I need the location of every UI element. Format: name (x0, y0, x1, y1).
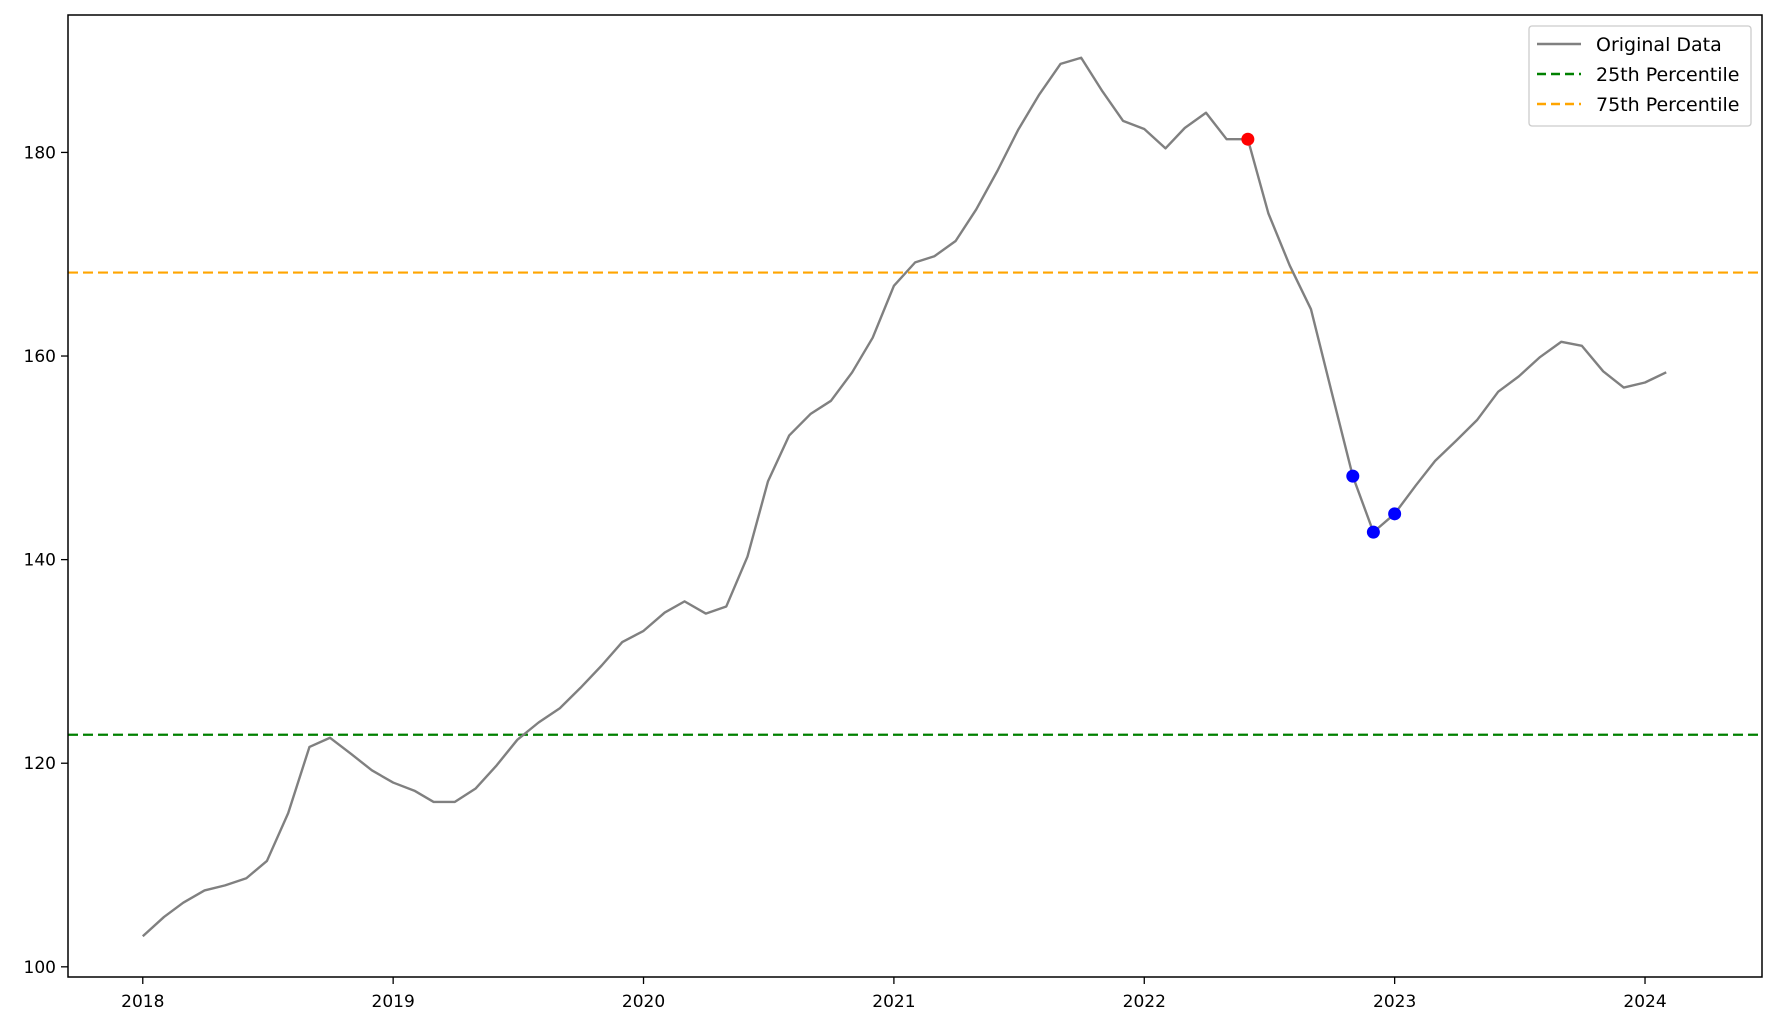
legend-label-1: Original Data (1596, 34, 1722, 56)
series-line-original-data (141, 56, 1667, 938)
highlighted-points (1241, 132, 1402, 539)
x-tick-label: 2021 (872, 992, 915, 1012)
x-tick-label: 2023 (1373, 992, 1416, 1012)
highlight-point-1 (1241, 132, 1255, 146)
legend: Original Data 25th Percentile 75th Percent… (1528, 25, 1752, 127)
legend-box (1528, 25, 1752, 127)
highlight-point-3 (1366, 525, 1380, 539)
y-tick-label: 160 (24, 347, 56, 367)
y-tick-label: 180 (24, 143, 56, 163)
y-tick-label: 100 (24, 958, 56, 978)
x-tick-label: 2020 (622, 992, 665, 1012)
legend-label-3: 75th Percentile (1596, 94, 1739, 116)
x-tick-label: 2019 (372, 992, 415, 1012)
x-tick-label: 2024 (1623, 992, 1666, 1012)
plot-area-frame (67, 14, 1763, 978)
y-tick-label: 120 (24, 754, 56, 774)
series-group (141, 56, 1667, 938)
legend-label-2: 25th Percentile (1596, 64, 1739, 86)
x-axis: 2018 2019 2020 2021 2022 2023 2024 (121, 977, 1667, 1012)
y-axis: 100 120 140 160 180 (24, 143, 68, 978)
x-tick-label: 2022 (1123, 992, 1166, 1012)
x-tick-label: 2018 (121, 992, 164, 1012)
highlight-point-4 (1388, 507, 1402, 521)
y-tick-label: 140 (24, 551, 56, 571)
reference-lines (68, 271, 1762, 736)
highlight-point-2 (1346, 469, 1360, 483)
